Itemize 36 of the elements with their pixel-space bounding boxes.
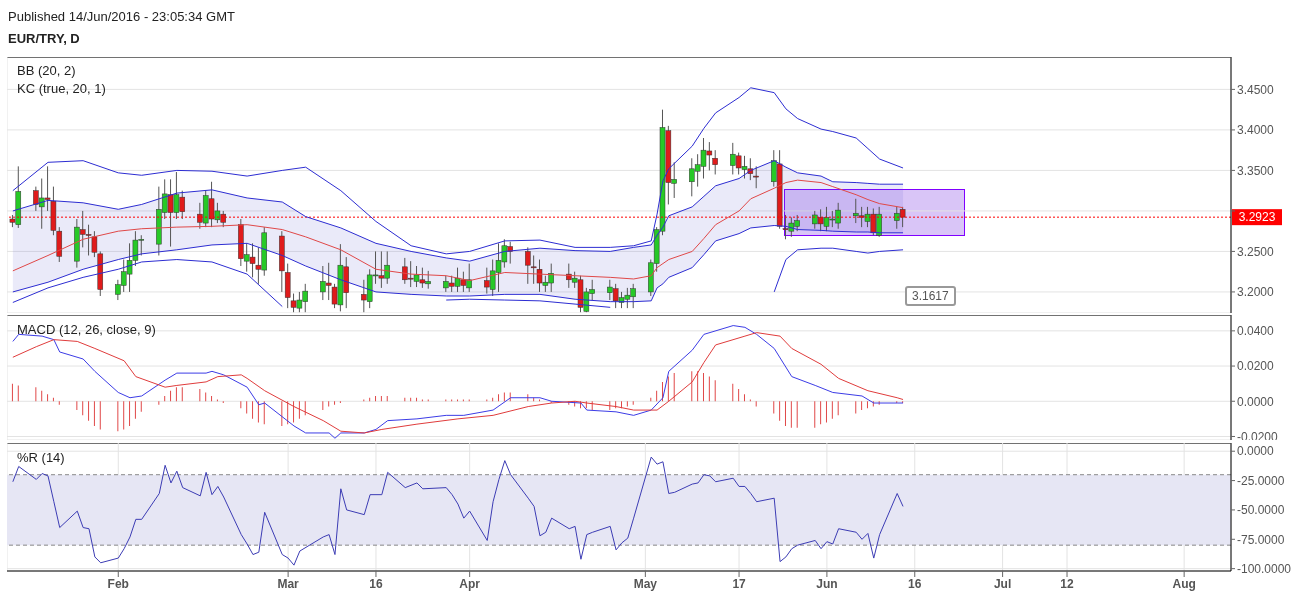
y-tick-label: -0.0200	[1237, 429, 1279, 444]
x-tick-label: Apr	[459, 576, 481, 591]
text: Published 14/Jun/2016 - 23:05:34 GMT	[8, 9, 235, 24]
x-tick-label: Aug	[1172, 576, 1196, 591]
x-tick-label: 17	[732, 576, 747, 591]
x-tick-label: May	[633, 576, 658, 591]
y-tick-label: -100.0000	[1237, 561, 1292, 576]
y-tick-label: 3.2500	[1237, 244, 1275, 259]
x-tick-label: Feb	[107, 576, 129, 591]
y-tick-label: 3.2000	[1237, 285, 1275, 300]
ref-line-label: 3.2923	[1238, 210, 1276, 225]
y-tick-label: -25.0000	[1237, 473, 1285, 488]
text: %R (14)	[17, 450, 65, 465]
x-tick-label: Jun	[816, 576, 838, 591]
x-tick-label: 12	[1060, 576, 1075, 591]
candlestick	[753, 165, 759, 189]
x-tick-label: 16	[369, 576, 383, 591]
y-tick-label: 0.0400	[1237, 324, 1275, 339]
y-tick-label: -50.0000	[1237, 503, 1285, 518]
annotation: 3.1617	[905, 286, 956, 306]
annotation: KC (true, 20, 1)	[17, 81, 106, 96]
y-tick-label: 3.3500	[1237, 163, 1275, 178]
y-tick-label: 0.0000	[1237, 444, 1275, 459]
x-tick-label: 16	[908, 576, 922, 591]
chart-title: EUR/TRY, D	[8, 31, 80, 46]
annotation: BB (20, 2)	[17, 63, 76, 78]
y-tick-label: 0.0200	[1237, 359, 1275, 374]
candlestick	[712, 149, 718, 175]
x-tick-label: Mar	[277, 576, 300, 591]
candlestick	[525, 246, 531, 285]
text: MACD (12, 26, close, 9)	[17, 322, 156, 337]
y-tick-label: 0.0000	[1237, 394, 1275, 409]
y-tick-label: 3.4000	[1237, 123, 1275, 138]
y-tick-label: 3.4500	[1237, 82, 1275, 97]
x-tick-label: Jul	[993, 576, 1012, 591]
y-tick-label: -75.0000	[1237, 532, 1285, 547]
